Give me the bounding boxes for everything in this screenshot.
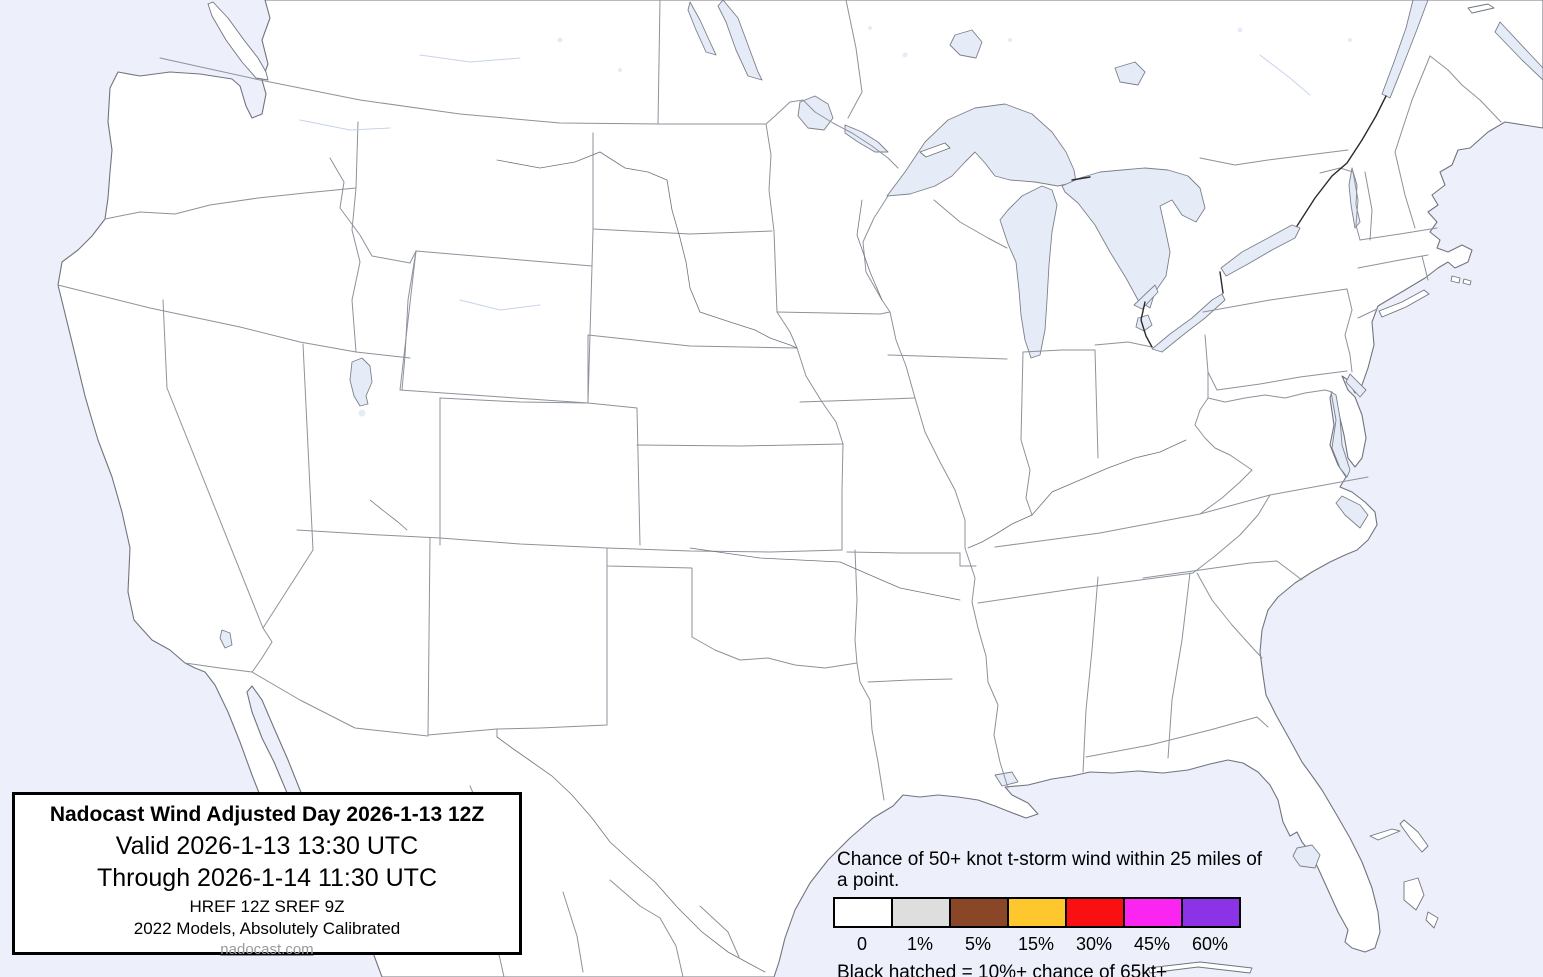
legend-swatch-0 [833,897,893,928]
prince-edward-island [1467,3,1495,14]
bay-of-fundy [1494,21,1543,81]
legend-swatch-label-30%: 30% [1075,934,1113,954]
great-salt-lake [349,357,373,407]
islands-layer [207,1,1495,974]
ontario-lake-blob [1114,61,1146,86]
chesapeake-bay [1330,391,1351,478]
rivers-layer [369,151,1187,973]
national-border-segments [1071,95,1387,348]
legend-swatch-1% [891,897,951,928]
forecast-title-box: Nadocast Wind Adjusted Day 2026-1-13 12Z… [12,792,522,958]
abaco-island [1399,819,1429,853]
lake-ontario [1220,224,1301,277]
lake-st-clair [1135,314,1153,332]
eleuthera-island [1425,911,1439,929]
grand-bahama [1369,828,1401,841]
lakes-layer [219,0,1543,869]
legend-swatch-label-15%: 15% [1017,934,1055,954]
forecast-calibration-note: 2022 Models, Absolutely Calibrated [133,919,401,938]
lake-of-the-woods [797,95,834,131]
forecast-model-sources: HREF 12Z SREF 9Z [189,897,345,916]
legend-swatch-45% [1123,897,1183,928]
landmass [57,0,1543,977]
legend-swatch-row [833,897,1273,928]
lake-pontchartrain [994,771,1019,787]
lake-michigan [999,185,1058,359]
rainy-lakes [844,124,889,153]
legend-swatch-label-0: 0 [856,934,867,954]
saginaw-bay [1133,284,1159,310]
salton-sea [219,629,233,649]
probability-legend: Chance of 50+ knot t-storm wind within 2… [833,849,1273,977]
legend-title: Chance of 50+ knot t-storm wind within 2… [837,849,1263,891]
legend-swatch-label-5%: 5% [964,934,991,954]
lake-erie [1151,293,1226,353]
forecast-through-time: Through 2026-1-14 11:30 UTC [96,864,437,892]
state-borders [57,0,1502,977]
marthas-vineyard [1462,278,1472,286]
cuba-coast-hint [1147,961,1253,974]
streams-layer [299,54,1311,311]
pamlico-sound [1335,495,1369,529]
lake-winnipeg [717,0,763,81]
legend-swatch-label-60%: 60% [1191,934,1229,954]
long-island [1378,289,1430,318]
lake-nipigon [949,29,983,59]
legend-swatch-5% [949,897,1009,928]
legend-hatched-note: Black hatched = 10%+ chance of 65kt+ [837,962,1168,977]
lake-winnipegosis [687,1,717,56]
forecast-valid-time: Valid 2026-1-13 13:30 UTC [115,832,419,860]
legend-swatch-15% [1007,897,1067,928]
vancouver-island [207,1,269,81]
legend-swatch-label-45%: 45% [1133,934,1171,954]
legend-label-row: 0 1% 5% 15% 30% 45% 60% [833,933,1273,955]
legend-swatch-label-1%: 1% [906,934,933,954]
st-lawrence-estuary [1381,0,1429,99]
isle-royale [919,142,951,158]
delaware-bay [1345,373,1367,398]
nantucket [1450,275,1461,284]
lake-huron [1061,167,1206,309]
lake-okeechobee [1292,844,1321,869]
legend-swatch-30% [1065,897,1125,928]
andros-island [1403,877,1425,911]
nadocast-website-link[interactable]: nadocast.com [220,941,314,958]
forecast-title: Nadocast Wind Adjusted Day 2026-1-13 12Z [49,803,485,826]
legend-swatch-60% [1181,897,1241,928]
